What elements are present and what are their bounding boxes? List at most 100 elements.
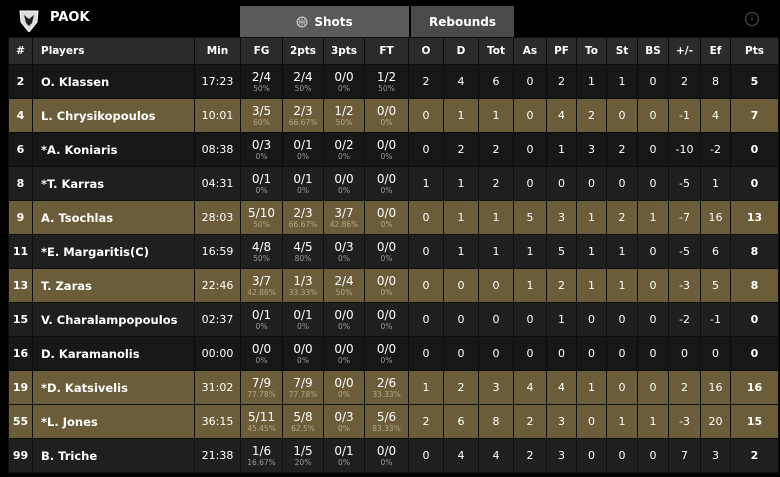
column-header[interactable]: BS [637, 37, 669, 65]
cell-no: 15 [8, 302, 33, 337]
column-header[interactable]: FG [240, 37, 283, 65]
cell-p3: 0/0 0% [323, 64, 365, 99]
column-header[interactable]: 2pts [282, 37, 324, 65]
player-name[interactable]: B. Triche [32, 438, 195, 473]
made-attempted: 1/5 [293, 443, 313, 458]
cell-ft: 0/0 0% [364, 268, 409, 303]
player-name[interactable]: *T. Karras [32, 166, 195, 201]
cell-no: 9 [8, 200, 33, 235]
cell-d: 1 [443, 166, 479, 201]
cell-to: 1 [576, 370, 607, 405]
cell-o: 0 [408, 98, 444, 133]
cell-pm: 7 [668, 438, 701, 473]
column-header[interactable]: As [513, 37, 547, 65]
cell-o: 0 [408, 438, 444, 473]
cell-bs: 0 [637, 132, 669, 167]
column-header[interactable]: FT [364, 37, 409, 65]
percentage: 0% [255, 321, 268, 331]
player-name[interactable]: *D. Katsivelis [32, 370, 195, 405]
player-name[interactable]: V. Charalampopoulos [32, 302, 195, 337]
cell-pm: -3 [668, 268, 701, 303]
info-icon[interactable]: i [745, 12, 759, 26]
column-header[interactable]: PF [546, 37, 577, 65]
table-row: 8 *T. Karras 04:31 0/1 0% 0/1 0% 0/0 0% 0/0 0% 1 1 2 0… [8, 166, 779, 201]
column-header[interactable]: Min [194, 37, 241, 65]
cell-tot: 6 [478, 64, 514, 99]
cell-p2: 4/5 80% [282, 234, 324, 269]
cell-p2: 1/3 33.33% [282, 268, 324, 303]
cell-st: 0 [606, 166, 638, 201]
cell-no: 6 [8, 132, 33, 167]
cell-pf: 4 [546, 98, 577, 133]
column-header[interactable]: O [408, 37, 444, 65]
cell-ef: 0 [700, 336, 731, 371]
cell-ft: 2/6 33.33% [364, 370, 409, 405]
table-row: 11 *E. Margaritis(C) 16:59 4/8 50% 4/5 80% 0/3 0… [8, 234, 779, 269]
made-attempted: 0/1 [293, 307, 313, 322]
cell-p3: 0/0 0% [323, 302, 365, 337]
percentage: 0% [380, 219, 393, 229]
cell-ft: 0/0 0% [364, 98, 409, 133]
player-name[interactable]: A. Tsochlas [32, 200, 195, 235]
player-name[interactable]: L. Chrysikopoulos [32, 98, 195, 133]
cell-bs: 0 [637, 302, 669, 337]
percentage: 0% [380, 321, 393, 331]
cell-d: 4 [443, 438, 479, 473]
percentage: 0% [338, 253, 350, 263]
cell-fg: 0/3 0% [240, 132, 283, 167]
cell-p2: 0/0 0% [282, 336, 324, 371]
cell-p2: 1/5 20% [282, 438, 324, 473]
cell-fg: 4/8 50% [240, 234, 283, 269]
player-name[interactable]: T. Zaras [32, 268, 195, 303]
percentage: 83.33% [372, 423, 401, 433]
percentage: 60% [253, 117, 270, 127]
player-name[interactable]: *L. Jones [32, 404, 195, 439]
column-header[interactable]: D [443, 37, 479, 65]
made-attempted: 0/0 [376, 103, 397, 118]
percentage: 50% [335, 287, 353, 297]
cell-o: 2 [408, 404, 444, 439]
cell-pts: 0 [730, 302, 779, 337]
cell-p2: 2/4 50% [282, 64, 324, 99]
cell-bs: 0 [637, 438, 669, 473]
cell-no: 99 [8, 438, 33, 473]
player-name[interactable]: O. Klassen [32, 64, 195, 99]
paok-eagle-crest-icon [19, 10, 39, 32]
cell-as: 0 [513, 98, 547, 133]
column-header[interactable]: # [8, 37, 33, 65]
player-name[interactable]: *A. Koniaris [32, 132, 195, 167]
box-score-table: # Players Min FG 2pts 3pts FT O D Tot As PF To St BS +/… [8, 37, 779, 473]
column-header[interactable]: Pts [730, 37, 779, 65]
column-header[interactable]: Tot [478, 37, 514, 65]
cell-as: 2 [513, 438, 547, 473]
percentage: 66.67% [288, 219, 318, 229]
made-attempted: 1/3 [293, 273, 313, 288]
cell-o: 0 [408, 200, 444, 235]
column-header[interactable]: Players [32, 37, 195, 65]
tab-rebounds[interactable]: Rebounds [411, 6, 514, 37]
cell-o: 0 [408, 302, 444, 337]
tab-rebounds-label: Rebounds [428, 14, 497, 29]
cell-o: 1 [408, 166, 444, 201]
column-header[interactable]: Ef [700, 37, 731, 65]
percentage: 0% [380, 355, 393, 365]
made-attempted: 0/0 [334, 171, 354, 186]
cell-ef: 8 [700, 64, 731, 99]
cell-pts: 8 [730, 234, 779, 269]
player-name[interactable]: D. Karamanolis [32, 336, 195, 371]
column-header[interactable]: To [576, 37, 607, 65]
player-name[interactable]: *E. Margaritis(C) [32, 234, 195, 269]
tab-shots[interactable]: Shots [240, 6, 409, 37]
cell-pf: 3 [546, 200, 577, 235]
table-row: 2 O. Klassen 17:23 2/4 50% 2/4 50% 0/0 0% 1/2 50% 2… [8, 64, 779, 99]
column-header[interactable]: 3pts [323, 37, 365, 65]
cell-ef: 4 [700, 98, 731, 133]
percentage: 0% [338, 321, 350, 331]
cell-st: 1 [606, 268, 638, 303]
cell-pm: 2 [668, 370, 701, 405]
table-row: 16 D. Karamanolis 00:00 0/0 0% 0/0 0% 0/0 0% 0/0 0… [8, 336, 779, 371]
cell-pf: 2 [546, 268, 577, 303]
column-header[interactable]: +/- [668, 37, 701, 65]
column-header[interactable]: St [606, 37, 638, 65]
cell-fg: 3/5 60% [240, 98, 283, 133]
